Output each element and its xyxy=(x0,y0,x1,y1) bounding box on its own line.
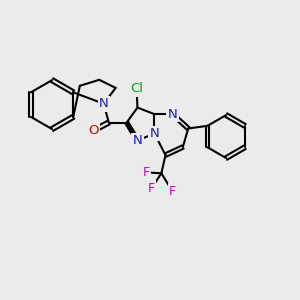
Text: N: N xyxy=(167,108,177,121)
Text: F: F xyxy=(143,166,150,179)
Text: N: N xyxy=(99,97,109,110)
Text: F: F xyxy=(169,185,176,198)
Text: F: F xyxy=(148,182,155,195)
Text: N: N xyxy=(150,127,159,140)
Text: Cl: Cl xyxy=(130,82,143,95)
Text: N: N xyxy=(133,134,142,147)
Text: O: O xyxy=(88,124,98,137)
